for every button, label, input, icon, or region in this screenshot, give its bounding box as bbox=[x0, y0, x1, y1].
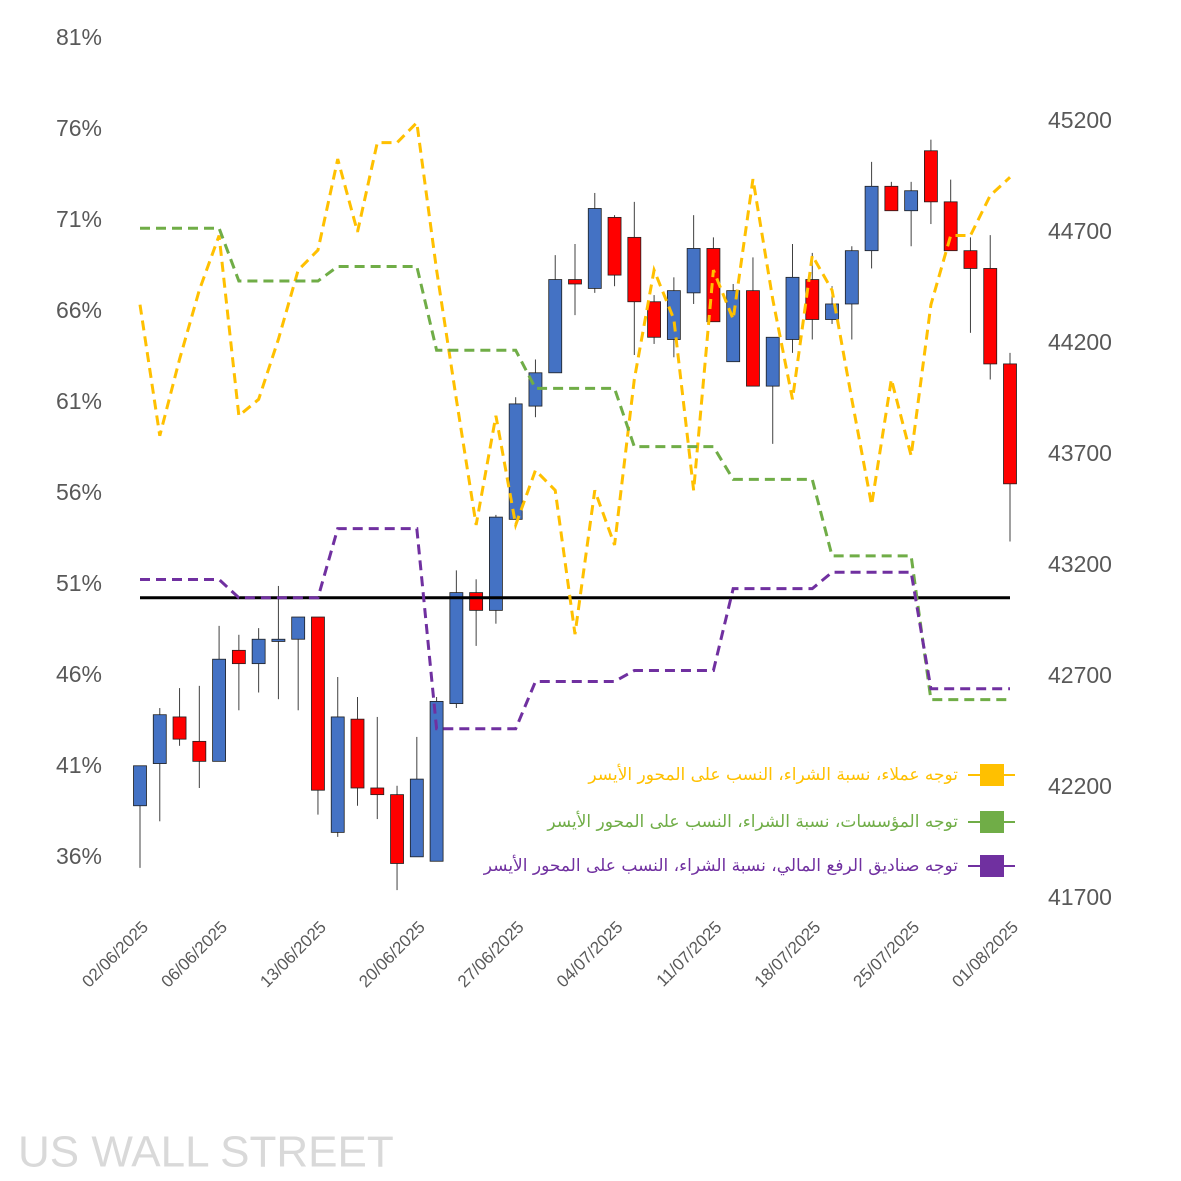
candle-body bbox=[983, 268, 998, 365]
candle-body bbox=[429, 700, 444, 862]
candle-body bbox=[726, 290, 741, 363]
x-tick-label: 02/06/2025 bbox=[78, 918, 152, 992]
candle-body bbox=[666, 290, 681, 340]
candle-body bbox=[311, 616, 325, 791]
y-tick-label: 76% bbox=[56, 115, 102, 141]
candle-body bbox=[409, 778, 424, 858]
y2-tick-label: 42700 bbox=[1048, 662, 1112, 688]
candle-body bbox=[765, 336, 780, 387]
x-tick-label: 01/08/2025 bbox=[948, 918, 1022, 992]
candle-body bbox=[152, 714, 167, 764]
x-tick-label: 27/06/2025 bbox=[454, 918, 528, 992]
candle-body bbox=[627, 236, 642, 303]
x-tick-label: 20/06/2025 bbox=[355, 918, 429, 992]
y2-tick-label: 42200 bbox=[1048, 773, 1112, 799]
y-tick-label: 46% bbox=[56, 661, 102, 687]
candle-body bbox=[231, 649, 246, 665]
y2-tick-label: 43700 bbox=[1048, 440, 1112, 466]
y-tick-label: 66% bbox=[56, 297, 102, 323]
legend-label: توجه المؤسسات، نسبة الشراء، النسب على ال… bbox=[546, 811, 958, 832]
candle-body bbox=[844, 250, 859, 305]
candle-body bbox=[390, 794, 404, 864]
candle-body bbox=[884, 185, 899, 212]
candle-body bbox=[943, 201, 958, 252]
candle-body bbox=[904, 190, 919, 212]
candle-body bbox=[864, 185, 879, 252]
candle-body bbox=[489, 516, 503, 611]
y-tick-label: 61% bbox=[56, 388, 102, 414]
candle-body bbox=[746, 290, 760, 387]
y2-tick-label: 45200 bbox=[1048, 107, 1112, 133]
candle-body bbox=[785, 276, 800, 340]
candle-body bbox=[469, 592, 484, 611]
series-line bbox=[140, 527, 1010, 731]
x-tick-label: 13/06/2025 bbox=[256, 918, 330, 992]
candle-body bbox=[449, 592, 464, 705]
candle-body bbox=[350, 718, 365, 789]
legend-swatch bbox=[980, 764, 1004, 786]
candle-body bbox=[587, 208, 602, 289]
candle-body bbox=[133, 765, 147, 807]
series-line bbox=[140, 226, 1010, 702]
candle-body bbox=[172, 716, 187, 740]
y2-tick-label: 44700 bbox=[1048, 218, 1112, 244]
candle-body bbox=[647, 301, 661, 338]
legend-swatch bbox=[980, 811, 1004, 833]
candle-body bbox=[686, 248, 701, 294]
candle-body bbox=[251, 638, 266, 665]
x-tick-label: 18/07/2025 bbox=[751, 918, 825, 992]
y-tick-label: 71% bbox=[56, 206, 102, 232]
y2-tick-label: 41700 bbox=[1048, 884, 1112, 910]
candle-body bbox=[192, 740, 207, 762]
candle-body bbox=[924, 150, 938, 203]
candle-body bbox=[212, 658, 226, 762]
candle-body bbox=[568, 279, 582, 285]
candle-body bbox=[271, 638, 286, 642]
y2-tick-label: 44200 bbox=[1048, 329, 1112, 355]
x-tick-label: 11/07/2025 bbox=[653, 918, 726, 991]
y-tick-label: 41% bbox=[56, 752, 102, 778]
y-tick-label: 36% bbox=[56, 843, 102, 869]
y-tick-label: 81% bbox=[56, 24, 102, 50]
watermark: US WALL STREET bbox=[18, 1128, 394, 1177]
candle-body bbox=[508, 403, 523, 520]
legend-swatch bbox=[980, 855, 1004, 877]
candle-body bbox=[330, 716, 345, 833]
candle-body bbox=[548, 279, 563, 374]
x-tick-label: 25/07/2025 bbox=[850, 918, 924, 992]
x-tick-label: 04/07/2025 bbox=[553, 918, 627, 992]
series-line bbox=[138, 119, 1012, 635]
candle-body bbox=[291, 616, 306, 640]
y-tick-label: 56% bbox=[56, 479, 102, 505]
candle-body bbox=[370, 787, 385, 796]
candle-body bbox=[805, 279, 820, 320]
y-tick-label: 51% bbox=[56, 570, 102, 596]
candle-body bbox=[607, 216, 622, 276]
legend-label: توجه عملاء، نسبة الشراء، النسب على المحو… bbox=[587, 764, 958, 785]
x-tick-label: 06/06/2025 bbox=[157, 918, 231, 992]
legend-label: توجه صناديق الرفع المالي، نسبة الشراء، ا… bbox=[483, 855, 958, 876]
y2-tick-label: 43200 bbox=[1048, 551, 1112, 577]
candle-body bbox=[1003, 363, 1017, 485]
candle-body bbox=[963, 250, 978, 269]
